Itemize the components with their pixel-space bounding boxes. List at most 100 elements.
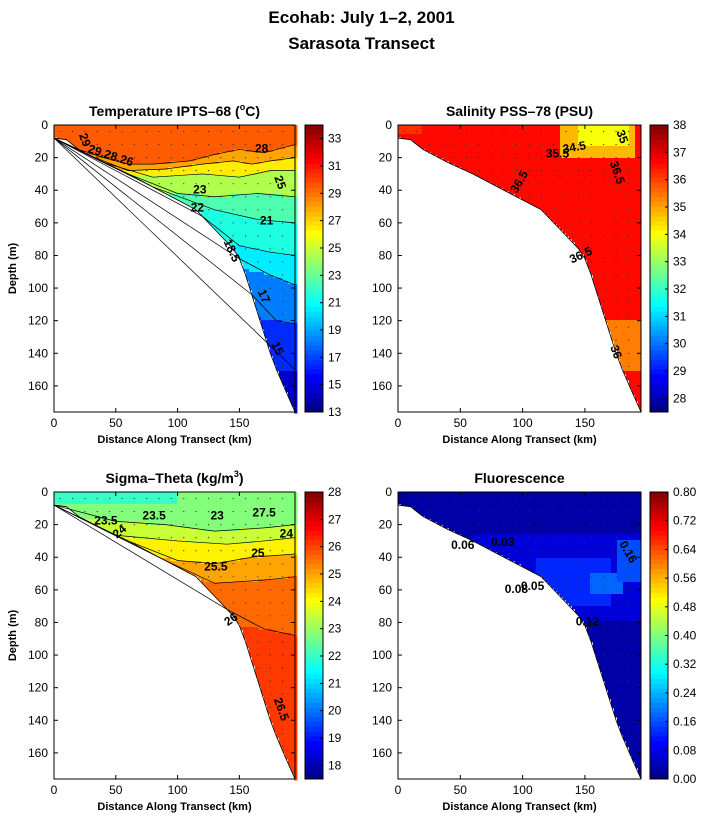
y-tick-label: 60: [35, 583, 49, 597]
colorbar-tick-label: 23: [328, 268, 342, 282]
contour-line: [53, 504, 296, 532]
panel-field: [54, 492, 298, 781]
colorbar-tick-label: 35: [673, 200, 687, 214]
y-tick-label: 140: [28, 713, 48, 727]
panel-title: Salinity PSS–78 (PSU): [446, 103, 593, 119]
colorbar-frame: [304, 491, 324, 780]
colorbar: 13 15 17 19 21 23 25 27 29 31 33: [304, 124, 342, 419]
contour-label: 23.5: [94, 514, 118, 528]
colorbar-tick-label: 27: [328, 512, 342, 526]
panel-title: Temperature IPTS–68 (oC): [89, 102, 260, 119]
colorbar-tick-label: 18: [328, 758, 342, 772]
y-tick-label: 160: [28, 379, 48, 393]
y-tick-label: 160: [372, 746, 392, 760]
colorbar-tick-label: 33: [673, 255, 687, 269]
x-tick-label: 150: [575, 416, 595, 430]
contour-line: [53, 137, 296, 256]
colorbar-tick-label: 0.16: [673, 715, 697, 729]
x-axis-label: Distance Along Transect (km): [442, 434, 597, 446]
panel-3: 0.03 0.06 0.08 0.12 0.16 0.05 0 50 100 150 0 20 40 60…: [372, 470, 697, 813]
contour-label: 36: [607, 343, 625, 361]
contour-label: 34.5: [562, 138, 588, 156]
panel-field: [398, 125, 642, 411]
y-tick-label: 100: [28, 281, 48, 295]
colorbar-tick-label: 31: [673, 309, 687, 323]
colorbar-tick-label: 30: [673, 337, 687, 351]
y-tick-label: 120: [372, 314, 392, 328]
y-tick-label: 40: [35, 550, 49, 564]
contour-label: 28: [255, 142, 269, 156]
y-tick-label: 20: [35, 151, 49, 165]
contour-label: 0.03: [491, 535, 515, 549]
x-tick-label: 100: [513, 416, 533, 430]
contour-label: 0.06: [451, 538, 475, 552]
x-tick-label: 150: [229, 783, 249, 797]
contour-line: [53, 504, 296, 636]
y-axis-label: Depth (m): [7, 243, 19, 295]
figure-title-line2: Sarasota Transect: [288, 34, 435, 53]
y-tick-label: 60: [379, 216, 393, 230]
panel-title: Fluorescence: [474, 470, 564, 486]
x-tick-label: 150: [229, 416, 249, 430]
y-tick-label: 160: [28, 746, 48, 760]
y-tick-label: 0: [385, 485, 392, 499]
plot-frame: [53, 124, 296, 413]
y-tick-label: 40: [379, 550, 393, 564]
x-tick-label: 100: [168, 783, 188, 797]
panel-title: Sigma–Theta (kg/m3): [105, 469, 243, 486]
contour-label: 35: [613, 128, 631, 146]
contour-line: [53, 137, 296, 198]
colorbar-tick-label: 0.00: [673, 772, 697, 786]
plot-frame: [397, 124, 642, 413]
colorbar-tick-label: 29: [673, 364, 687, 378]
x-axis-label: Distance Along Transect (km): [97, 434, 252, 446]
contour-label: 23.5: [142, 509, 166, 523]
colorbar-tick-label: 15: [328, 378, 342, 392]
x-tick-label: 0: [395, 416, 402, 430]
contour-line: [53, 137, 296, 224]
y-tick-label: 140: [372, 713, 392, 727]
x-tick-label: 50: [454, 783, 468, 797]
colorbar-tick-label: 21: [328, 296, 342, 310]
panel-field: [54, 125, 298, 414]
contour-label: 23: [210, 509, 224, 523]
x-tick-label: 0: [51, 783, 58, 797]
colorbar-tick-label: 0.56: [673, 571, 697, 585]
contour-label: 35.5: [546, 147, 570, 161]
colorbar-tick-label: 0.64: [673, 542, 697, 556]
figure-title-line1: Ecohab: July 1–2, 2001: [268, 8, 455, 27]
seafloor-mask: [397, 137, 642, 413]
y-tick-label: 0: [41, 485, 48, 499]
y-tick-label: 80: [379, 248, 393, 262]
colorbar-tick-label: 22: [328, 649, 342, 663]
contour-label: 25: [271, 174, 289, 192]
contour-label: 27.5: [252, 505, 276, 519]
colorbar-tick-label: 17: [328, 350, 342, 364]
y-tick-label: 120: [28, 314, 48, 328]
y-tick-label: 80: [379, 615, 393, 629]
y-tick-label: 60: [379, 583, 393, 597]
contour-label: 25.5: [204, 559, 228, 573]
x-tick-label: 50: [454, 416, 468, 430]
contour-label: 23: [193, 182, 207, 196]
colorbar-tick-label: 0.80: [673, 485, 697, 499]
sample-dots: [403, 130, 630, 380]
y-tick-label: 60: [35, 216, 49, 230]
colorbar-tick-label: 31: [328, 159, 342, 173]
y-axis-label: Depth (m): [7, 610, 19, 662]
colorbar-tick-label: 24: [328, 594, 342, 608]
colorbar-tick-label: 0.24: [673, 686, 697, 700]
panel-field: [398, 492, 642, 778]
x-tick-label: 50: [109, 783, 123, 797]
colorbar: 18 19 20 21 22 23 24 25 26 27 28: [304, 485, 342, 780]
contour-line: [53, 137, 296, 286]
x-tick-label: 100: [513, 783, 533, 797]
y-tick-label: 140: [28, 346, 48, 360]
contour-label: 17: [255, 287, 273, 305]
contour-label: 24: [280, 527, 294, 541]
x-tick-label: 150: [575, 783, 595, 797]
colorbar: 28 29 30 31 32 33 34 35 36 37 38: [649, 118, 687, 413]
contour-line: [53, 137, 296, 325]
sample-dots: [403, 497, 630, 747]
